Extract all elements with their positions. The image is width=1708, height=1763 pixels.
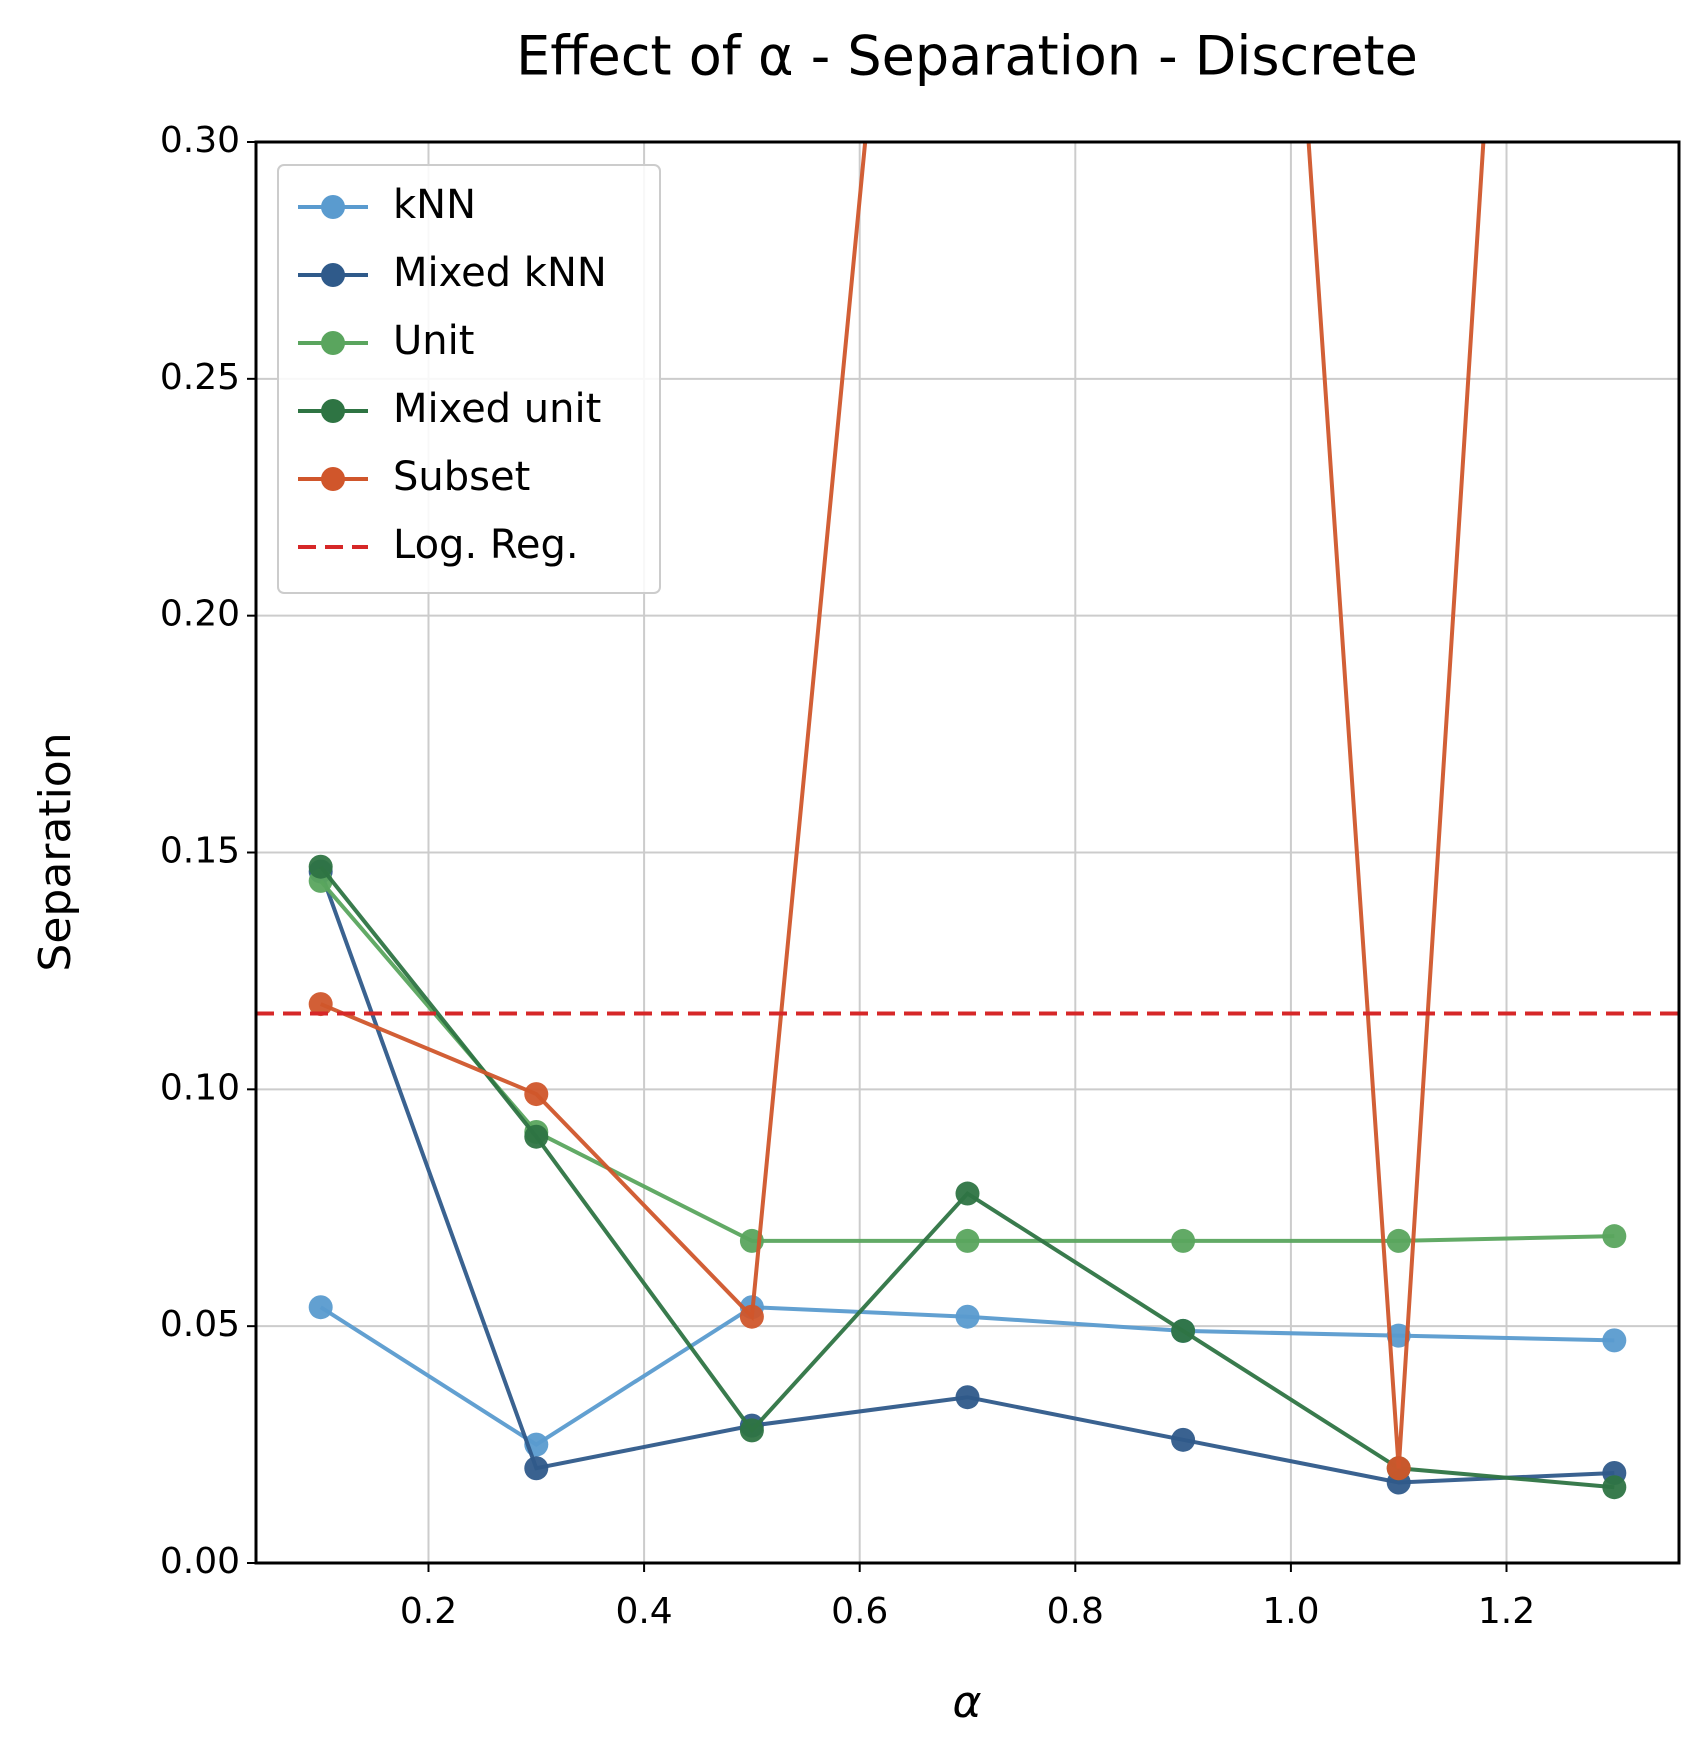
legend-label: Mixed kNN — [393, 250, 607, 296]
data-point — [1386, 1228, 1411, 1253]
data-point — [524, 1124, 549, 1149]
legend-marker — [321, 467, 345, 491]
data-point — [308, 1295, 333, 1320]
x-tick-label: 0.8 — [1047, 1591, 1104, 1632]
legend-marker — [321, 331, 345, 355]
plot-area — [256, 142, 1679, 1500]
x-tick-label: 0.4 — [615, 1591, 672, 1632]
y-tick-label: 0.25 — [160, 357, 240, 398]
data-point — [955, 1304, 980, 1329]
y-axis-label: Separation — [30, 732, 81, 971]
y-tick-label: 0.20 — [160, 594, 240, 635]
legend-label: Unit — [393, 318, 474, 364]
y-tick-label: 0.15 — [160, 831, 240, 872]
plot-frame — [254, 140, 1681, 1565]
y-tick-label: 0.00 — [160, 1541, 240, 1582]
data-point — [1386, 1456, 1411, 1481]
legend-marker — [321, 195, 345, 219]
y-tick-label: 0.05 — [160, 1304, 240, 1345]
data-point — [308, 854, 333, 879]
data-point — [739, 1418, 764, 1443]
legend-label: Subset — [393, 454, 530, 500]
data-point — [308, 992, 333, 1017]
data-point — [1171, 1318, 1196, 1343]
x-axis-label: α — [952, 1677, 981, 1728]
legend-marker — [321, 263, 345, 287]
legend-marker — [321, 399, 345, 423]
data-point — [955, 1228, 980, 1253]
data-point — [1602, 1224, 1627, 1249]
data-point — [1171, 1228, 1196, 1253]
chart-title: Effect of α - Separation - Discrete — [516, 25, 1418, 88]
legend-box — [277, 164, 661, 594]
data-point — [524, 1456, 549, 1481]
legend-label: Log. Reg. — [393, 522, 579, 568]
x-tick-label: 0.2 — [400, 1591, 457, 1632]
data-point — [1171, 1427, 1196, 1452]
data-point — [524, 1082, 549, 1107]
data-point — [1602, 1475, 1627, 1500]
y-tick-label: 0.30 — [160, 120, 240, 161]
legend-label: kNN — [393, 182, 476, 228]
x-tick-label: 0.6 — [831, 1591, 888, 1632]
data-point — [739, 1304, 764, 1329]
data-point — [955, 1385, 980, 1410]
x-tick-label: 1.2 — [1478, 1591, 1535, 1632]
legend-label: Mixed unit — [393, 386, 601, 432]
y-tick-label: 0.10 — [160, 1067, 240, 1108]
data-point — [1386, 1323, 1411, 1348]
data-point — [955, 1181, 980, 1206]
data-point — [1602, 1328, 1627, 1353]
x-tick-label: 1.0 — [1262, 1591, 1319, 1632]
